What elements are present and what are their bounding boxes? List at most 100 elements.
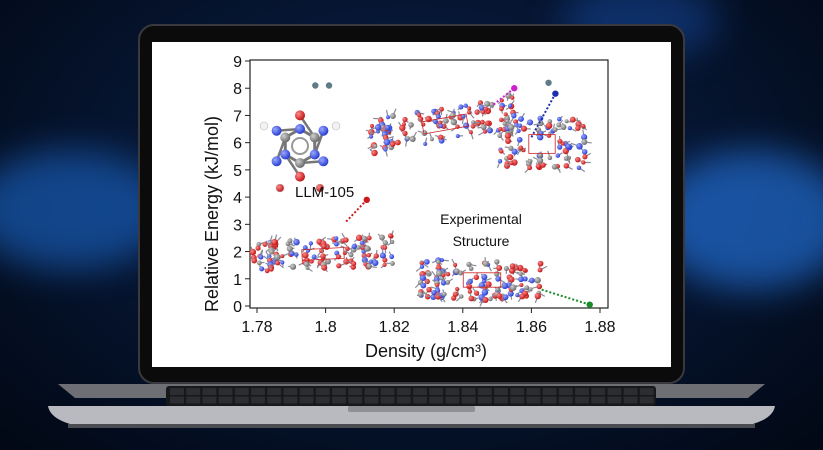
- data-point-connector: [530, 93, 557, 138]
- laptop-base: [48, 384, 775, 434]
- y-tick-label: 0: [233, 299, 242, 316]
- x-tick-label: 1.82: [379, 319, 410, 336]
- keyboard-key: [251, 396, 265, 404]
- keyboard-key: [348, 388, 363, 395]
- keyboard-key: [494, 388, 508, 395]
- keyboard-key: [542, 396, 557, 404]
- keyboard-key: [396, 396, 411, 404]
- keyboard-key: [364, 388, 379, 395]
- y-tick-label: 3: [233, 217, 242, 234]
- data-point-connector: [345, 199, 368, 223]
- keyboard-key: [218, 396, 233, 404]
- keyboard-key: [607, 388, 622, 395]
- energy-density-chart: 1.78 1.8 1.82 1.84 1.86 1.88 0 1 2 3 4 5 6 7 8 9 LLM-10…: [202, 54, 616, 361]
- keyboard-key: [575, 396, 589, 404]
- x-tick-label: 1.8: [314, 319, 336, 336]
- keyboard-key: [348, 396, 363, 404]
- keyboard-key: [186, 396, 201, 404]
- data-point: [511, 85, 518, 92]
- keyboard-key: [299, 388, 314, 395]
- data-point: [363, 196, 370, 204]
- x-tick-label: 1.88: [584, 319, 615, 336]
- laptop-screen: 1.78 1.8 1.82 1.84 1.86 1.88 0 1 2 3 4 5 6 7 8 9 LLM-10…: [152, 42, 671, 367]
- data-point: [312, 82, 319, 89]
- keyboard-key: [445, 396, 460, 404]
- keyboard-key: [332, 396, 346, 404]
- keyboard-key: [623, 388, 638, 395]
- y-tick-label: 5: [233, 163, 242, 180]
- experimental-label-line1: Experimental: [440, 211, 522, 227]
- x-tick-label: 1.84: [447, 319, 478, 336]
- keyboard-key: [170, 388, 184, 395]
- keyboard-key: [526, 396, 541, 404]
- y-tick-label: 9: [233, 54, 242, 71]
- y-tick-label: 4: [233, 190, 242, 207]
- plot-frame: [249, 59, 609, 309]
- keyboard-key: [494, 396, 508, 404]
- x-tick-label: 1.78: [241, 319, 272, 336]
- keyboard-key: [315, 388, 330, 395]
- y-tick-label: 2: [233, 245, 242, 262]
- keyboard-key: [186, 388, 201, 395]
- data-point-connector: [493, 87, 515, 106]
- keyboard-key: [429, 388, 444, 395]
- crystal-bottom-left: [249, 230, 395, 274]
- keyboard-key: [283, 388, 298, 395]
- y-tick-label: 7: [233, 108, 242, 125]
- keyboard-key: [234, 388, 249, 395]
- keyboard-key: [218, 388, 233, 395]
- keyboard-key: [558, 388, 573, 395]
- data-point-connector: [541, 288, 591, 306]
- keyboard-key: [542, 388, 557, 395]
- keyboard-key: [380, 388, 395, 395]
- crystal-top-center: [365, 92, 520, 157]
- data-point: [586, 301, 593, 308]
- keyboard-key: [380, 396, 395, 404]
- keyboard-key: [202, 396, 217, 404]
- x-axis-label: Density (g/cm³): [365, 341, 487, 361]
- crystal-bottom-right: [414, 257, 548, 307]
- keyboard-key: [413, 396, 427, 404]
- molecule-label: LLM-105: [295, 184, 354, 201]
- crystal-top-right: [496, 112, 592, 174]
- keyboard-key: [477, 396, 492, 404]
- y-tick-label: 6: [233, 136, 242, 153]
- keyboard-key: [461, 388, 476, 395]
- keyboard-key: [202, 388, 217, 395]
- keyboard-key: [332, 388, 346, 395]
- keyboard-key: [445, 388, 460, 395]
- keyboard-key: [639, 396, 654, 404]
- keyboard-key: [477, 388, 492, 395]
- keyboard-key: [558, 396, 573, 404]
- keyboard-key: [170, 396, 184, 404]
- keyboard-key: [526, 388, 541, 395]
- keyboard-key: [267, 396, 282, 404]
- keyboard-key: [413, 388, 427, 395]
- keyboard-key: [461, 396, 476, 404]
- keyboard-key: [591, 396, 606, 404]
- data-point: [325, 82, 333, 89]
- keyboard-key: [607, 396, 622, 404]
- keyboard-key: [575, 388, 589, 395]
- keyboard-key: [283, 396, 298, 404]
- keyboard-key: [591, 388, 606, 395]
- keyboard-key: [396, 388, 411, 395]
- keyboard-key: [429, 396, 444, 404]
- keyboard-key: [623, 396, 638, 404]
- keyboard-key: [364, 396, 379, 404]
- data-point: [545, 79, 552, 86]
- x-tick-label: 1.86: [516, 319, 547, 336]
- keyboard-key: [315, 396, 330, 404]
- data-point: [552, 90, 559, 97]
- y-tick-label: 1: [233, 272, 242, 289]
- keyboard-key: [510, 388, 525, 395]
- keyboard-key: [251, 388, 265, 395]
- keyboard-key: [299, 396, 314, 404]
- y-tick-label: 8: [233, 81, 242, 98]
- keyboard-key: [267, 388, 282, 395]
- keyboard-key: [639, 388, 654, 395]
- keyboard-key: [510, 396, 525, 404]
- crystal-structure-images: [249, 92, 592, 307]
- keyboard-key: [234, 396, 249, 404]
- llm-105-molecule-image: [259, 110, 341, 193]
